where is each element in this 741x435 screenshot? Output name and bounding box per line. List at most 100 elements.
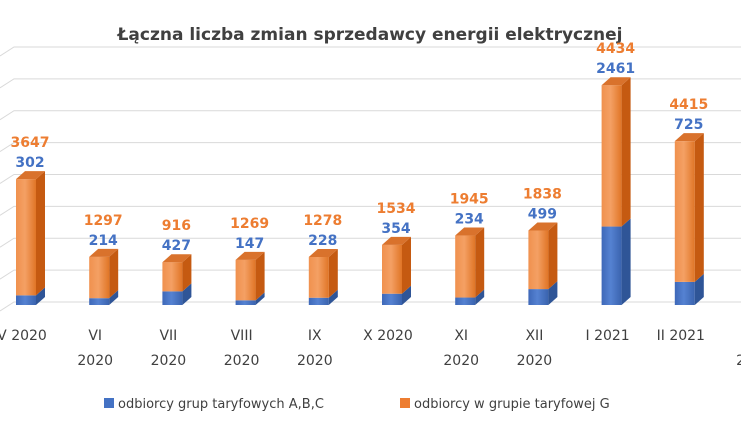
bar-side-abc xyxy=(621,218,631,305)
bar-side-g xyxy=(255,251,265,301)
legend-swatch-g xyxy=(400,398,410,408)
bar-side-abc xyxy=(182,283,192,305)
x-tick-label: 2020 xyxy=(297,353,333,369)
bar-segment-abc xyxy=(16,295,36,305)
x-tick-label: IX xyxy=(308,328,322,344)
x-axis-tick-labels: V 2020 VI 2020 VII 2020 VIII 2020 IX 2020 X 2020 X… xyxy=(0,328,741,369)
bar-segment-abc xyxy=(162,291,183,305)
bar-side-g xyxy=(36,171,45,296)
data-label-abc: 214 xyxy=(89,233,118,249)
data-label-abc: 302 xyxy=(15,155,44,171)
x-tick-label: 2020 xyxy=(443,353,479,369)
data-label-g: 916 xyxy=(162,218,191,234)
bars xyxy=(16,77,704,305)
x-tick-label: 2020 xyxy=(517,353,553,369)
x-tick-label: VII xyxy=(159,328,177,344)
bar-segment-g xyxy=(674,141,695,282)
data-label-abc: 427 xyxy=(162,238,191,254)
x-tick-label: XI xyxy=(454,328,468,344)
bar-top-g xyxy=(308,248,338,257)
bar-side-g xyxy=(621,77,631,227)
data-label-abc: 725 xyxy=(674,117,703,133)
bar-side-abc xyxy=(255,292,265,305)
bar-side-g xyxy=(402,236,411,294)
x-tick-label: I 2021 xyxy=(585,328,629,344)
legend-label-abc: odbiorcy grup taryfowych A,B,C xyxy=(118,397,324,412)
data-label-abc: 234 xyxy=(455,212,484,228)
data-label-g: 3647 xyxy=(11,135,50,151)
legend-label-g: odbiorcy w grupie taryfowej G xyxy=(414,397,610,412)
bar-top-g xyxy=(162,254,192,263)
bar-side-abc xyxy=(402,285,411,305)
bar-side-g xyxy=(328,248,338,298)
gridline xyxy=(0,78,741,89)
bar-segment-abc xyxy=(601,226,622,305)
bar-segment-abc xyxy=(308,297,329,305)
gridline xyxy=(0,205,741,216)
data-label-abc: 2461 xyxy=(596,61,635,77)
gridline xyxy=(0,174,741,184)
bar-top-g xyxy=(382,236,411,245)
x-tick-label: 2020 xyxy=(151,353,187,369)
bar-segment-g xyxy=(601,85,622,227)
x-tick-label: 2021 xyxy=(736,353,741,369)
bar-top-g xyxy=(674,133,704,142)
bar-segment-abc xyxy=(89,298,110,305)
x-tick-label: VIII xyxy=(231,328,253,344)
bar-top-g xyxy=(89,248,119,257)
gridline xyxy=(0,142,741,153)
bar-side-abc xyxy=(328,289,338,305)
bar-top-g xyxy=(235,251,265,260)
x-tick-label: 2020 xyxy=(77,353,113,369)
bar-segment-g xyxy=(16,179,36,296)
data-label-g: 1269 xyxy=(230,216,269,232)
x-tick-label: V 2020 xyxy=(0,328,47,344)
data-label-g: 1278 xyxy=(303,213,342,229)
data-label-abc: 354 xyxy=(381,221,410,237)
x-tick-label: XII xyxy=(525,328,543,344)
gridline xyxy=(0,110,741,121)
bar-side-abc xyxy=(694,273,704,305)
data-labels: 3647 302 1297 214 916 427 1269 147 1278 228 1534 35… xyxy=(11,41,709,254)
data-label-g: 1945 xyxy=(450,192,489,208)
bar-segment-g xyxy=(162,262,183,292)
data-label-g: 4434 xyxy=(596,41,635,57)
x-tick-label: VI xyxy=(88,328,102,344)
data-label-g: 1838 xyxy=(523,187,562,203)
data-label-g: 1297 xyxy=(84,213,123,229)
bar-segment-g xyxy=(89,256,110,299)
bar-side-g xyxy=(109,248,119,299)
bar-side-g xyxy=(694,133,704,282)
bar-segment-abc xyxy=(674,281,695,305)
gridline xyxy=(0,269,741,280)
chart-title: Łączna liczba zmian sprzedawcy energii e… xyxy=(117,25,623,45)
data-label-abc: 499 xyxy=(528,207,557,223)
gridlines xyxy=(0,46,741,312)
bar-top-g xyxy=(601,77,631,86)
x-tick-label: II 2021 xyxy=(657,328,705,344)
bar-segment-abc xyxy=(235,300,256,305)
x-tick-label: 2020 xyxy=(224,353,260,369)
bar-top-g xyxy=(528,222,558,231)
gridline xyxy=(0,46,741,57)
bar-segment-abc xyxy=(455,297,476,305)
bar-segment-abc xyxy=(382,293,402,305)
legend-swatch-abc xyxy=(104,398,114,408)
bar-side-abc xyxy=(109,290,119,305)
bar-side-g xyxy=(548,222,558,290)
gridline xyxy=(0,301,741,312)
data-label-g: 4415 xyxy=(669,97,708,113)
bar-side-abc xyxy=(548,281,558,305)
legend: odbiorcy grup taryfowych A,B,C odbiorcy w… xyxy=(104,397,610,412)
gridline xyxy=(0,237,741,248)
bar-side-g xyxy=(475,227,485,298)
bar-side-abc xyxy=(475,289,485,305)
bar-top-g xyxy=(455,227,485,236)
bar-segment-g xyxy=(308,256,329,298)
bar-segment-g xyxy=(455,235,476,298)
bar-segment-g xyxy=(235,259,256,301)
data-label-abc: 228 xyxy=(308,233,337,249)
bar-segment-abc xyxy=(528,289,549,305)
